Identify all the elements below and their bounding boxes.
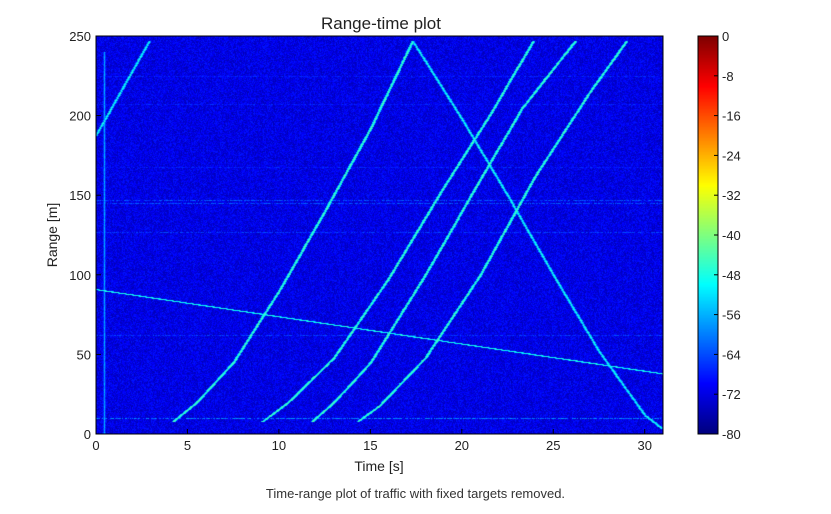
x-axis: 0 5 10 15 20 25 30	[92, 429, 652, 453]
colorbar-tick-label: -72	[722, 387, 741, 402]
colorbar-tick-label: -56	[722, 308, 741, 323]
y-tick-label: 0	[84, 427, 91, 442]
x-tick-label: 5	[184, 438, 191, 453]
colorbar-tick-label: -40	[722, 228, 741, 243]
x-tick-label: 20	[455, 438, 469, 453]
y-axis-label: Range [m]	[44, 203, 60, 268]
y-tick-label: 250	[69, 29, 91, 44]
colorbar-tick-label: -8	[722, 69, 734, 84]
x-tick-label: 15	[363, 438, 377, 453]
y-axis: 0 50 100 150 200 250	[69, 29, 101, 442]
colorbar-tick-label: 0	[722, 29, 729, 44]
colorbar-tick-label: -32	[722, 188, 741, 203]
x-tick-label: 10	[272, 438, 286, 453]
range-time-figure: Range-time plot 0 5 10 15 20 25 30 0 50 100 150 20…	[44, 14, 741, 474]
colorbar-tick-label: -48	[722, 268, 741, 283]
colorbar	[698, 36, 718, 434]
heatmap-area	[96, 36, 663, 434]
chart-title: Range-time plot	[321, 14, 441, 33]
y-tick-label: 200	[69, 109, 91, 124]
x-tick-label: 30	[637, 438, 651, 453]
colorbar-tick-label: -24	[722, 148, 741, 163]
x-tick-label: 25	[546, 438, 560, 453]
y-tick-label: 50	[77, 347, 91, 362]
colorbar-axis: 0 -8 -16 -24 -32 -40 -48 -56 -64 -72 -80	[714, 29, 741, 442]
colorbar-tick-label: -80	[722, 427, 741, 442]
y-tick-label: 100	[69, 268, 91, 283]
x-axis-label: Time [s]	[354, 458, 403, 474]
y-tick-label: 150	[69, 188, 91, 203]
colorbar-tick-label: -16	[722, 109, 741, 124]
heatmap-canvas	[96, 36, 663, 434]
colorbar-tick-label: -64	[722, 347, 741, 362]
x-tick-label: 0	[92, 438, 99, 453]
figure-caption: Time-range plot of traffic with fixed ta…	[265, 486, 566, 501]
colorbar-gradient	[698, 36, 718, 434]
plot-frame	[95, 35, 664, 435]
